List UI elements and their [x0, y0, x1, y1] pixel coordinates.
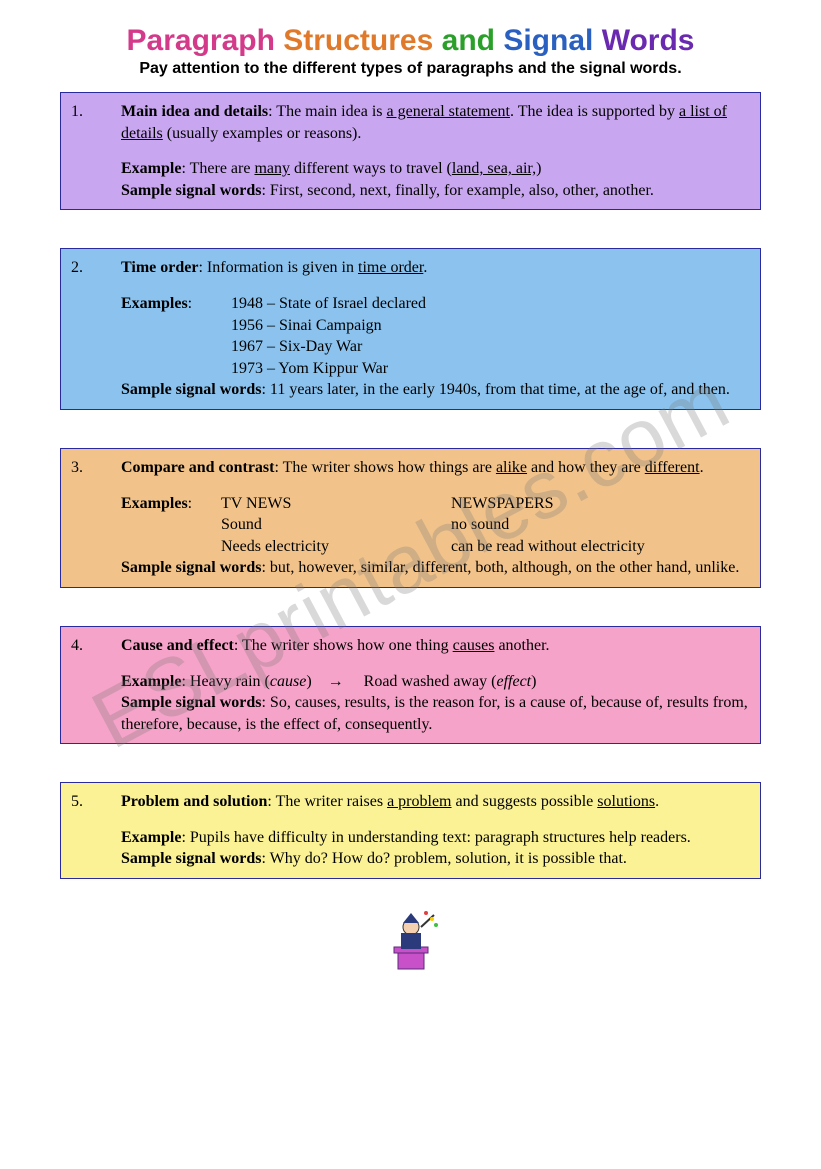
compare-right-header: NEWSPAPERS: [451, 493, 750, 515]
compare-cell: Needs electricity: [221, 536, 451, 558]
compare-cell: Sound: [221, 514, 451, 536]
desc-text: .: [423, 259, 427, 276]
effect-tag: effect: [496, 673, 531, 690]
desc-text: another.: [494, 637, 549, 654]
timeline-item: 1948 – State of Israel declared: [231, 293, 750, 315]
signal-text: : Why do? How do? problem, solution, it …: [261, 850, 626, 867]
signal-text: : but, however, similar, different, both…: [261, 559, 739, 576]
structure-box-compare-contrast: 3. Compare and contrast: The writer show…: [60, 448, 761, 588]
example-label: Example: [121, 673, 181, 690]
desc-text: .: [700, 459, 704, 476]
box-title: Time order: [121, 259, 198, 276]
compare-left-header: TV NEWS: [221, 493, 451, 515]
box-title: Problem and solution: [121, 793, 267, 810]
structure-box-problem-solution: 5. Problem and solution: The writer rais…: [60, 782, 761, 879]
example-label: Example: [121, 160, 181, 177]
page-subtitle: Pay attention to the different types of …: [60, 60, 761, 78]
underlined-term: different: [645, 459, 700, 476]
desc-text: : The main idea is: [268, 103, 386, 120]
desc-text: and how they are: [527, 459, 645, 476]
title-word: and: [442, 24, 495, 58]
signal-label: Sample signal words: [121, 694, 261, 711]
underlined-term: alike: [496, 459, 527, 476]
desc-text: (usually examples or reasons).: [163, 125, 362, 142]
signal-label: Sample signal words: [121, 850, 261, 867]
example-label: Example: [121, 829, 181, 846]
box-title: Main idea and details: [121, 103, 268, 120]
signal-label: Sample signal words: [121, 559, 261, 576]
box-title: Compare and contrast: [121, 459, 274, 476]
example-label: Examples: [121, 295, 188, 312]
underlined-term: solutions: [597, 793, 655, 810]
desc-text: . The idea is supported by: [510, 103, 679, 120]
signal-text: : 11 years later, in the early 1940s, fr…: [261, 381, 729, 398]
underlined-term: causes: [453, 637, 495, 654]
arrow-icon: →: [328, 673, 344, 690]
desc-text: : The writer shows how things are: [274, 459, 495, 476]
desc-text: : The writer shows how one thing: [234, 637, 453, 654]
title-word: Structures: [283, 24, 433, 58]
box-number: 3.: [71, 457, 121, 579]
signal-text: : First, second, next, finally, for exam…: [261, 182, 653, 199]
box-number: 1.: [71, 101, 121, 201]
cause-tag: cause: [270, 673, 306, 690]
worksheet-page: ESLprintables.com Paragraph Structures a…: [0, 0, 821, 1169]
cause-text: Heavy rain: [190, 673, 261, 690]
example-text: different ways to travel (: [290, 160, 452, 177]
example-text: : There are: [181, 160, 254, 177]
box-number: 2.: [71, 257, 121, 401]
underlined-term: a general statement: [386, 103, 510, 120]
signal-label: Sample signal words: [121, 381, 261, 398]
timeline-item: 1973 – Yom Kippur War: [231, 358, 750, 380]
desc-text: .: [655, 793, 659, 810]
title-word: Words: [602, 24, 695, 58]
example-text: : Pupils have difficulty in understandin…: [181, 829, 690, 846]
underlined-term: time order: [358, 259, 423, 276]
compare-cell: no sound: [451, 514, 750, 536]
title-word: Signal: [503, 24, 593, 58]
example-text: ): [536, 160, 541, 177]
structure-box-main-idea: 1. Main idea and details: The main idea …: [60, 92, 761, 210]
box-number: 5.: [71, 791, 121, 870]
clipart-magician-icon: [60, 907, 761, 982]
underlined-term: land, sea, air,: [452, 160, 536, 177]
compare-cell: can be read without electricity: [451, 536, 750, 558]
box-title: Cause and effect: [121, 637, 234, 654]
underlined-term: a problem: [387, 793, 451, 810]
example-label: Examples: [121, 495, 188, 512]
desc-text: : Information is given in: [198, 259, 358, 276]
title-word: Paragraph: [127, 24, 275, 58]
desc-text: : The writer raises: [267, 793, 387, 810]
effect-text: Road washed away: [364, 673, 488, 690]
structure-box-cause-effect: 4. Cause and effect: The writer shows ho…: [60, 626, 761, 744]
timeline-item: 1967 – Six-Day War: [231, 336, 750, 358]
structure-box-time-order: 2. Time order: Information is given in t…: [60, 248, 761, 410]
page-title: Paragraph Structures and Signal Words: [60, 24, 761, 58]
underlined-term: many: [254, 160, 290, 177]
signal-label: Sample signal words: [121, 182, 261, 199]
box-number: 4.: [71, 635, 121, 735]
timeline-item: 1956 – Sinai Campaign: [231, 315, 750, 337]
desc-text: and suggests possible: [452, 793, 598, 810]
